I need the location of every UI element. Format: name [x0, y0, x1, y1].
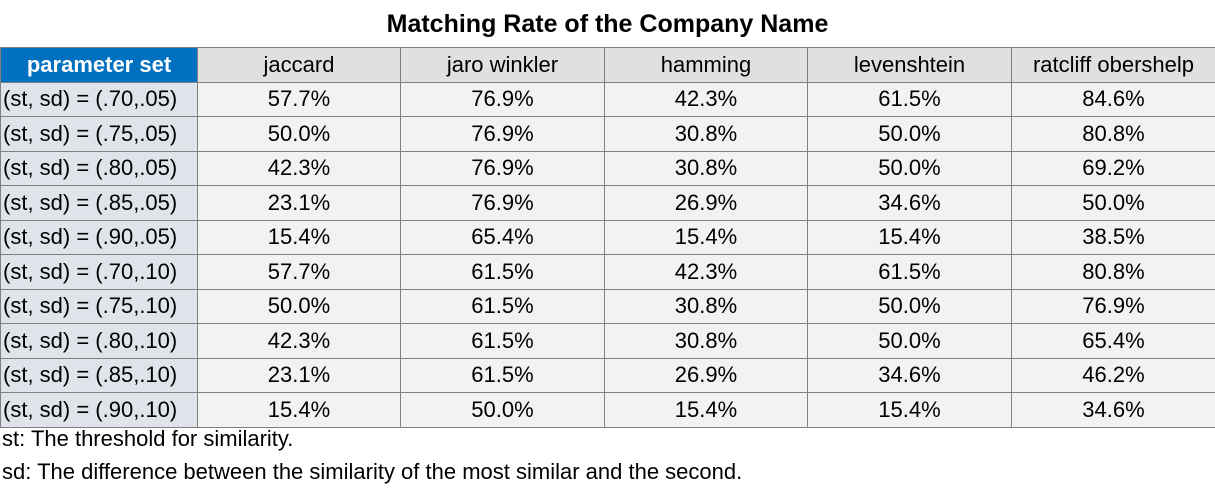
table-cell: 65.4%	[400, 219, 605, 255]
table-cell: 61.5%	[400, 357, 605, 393]
table-cell: 42.3%	[197, 150, 401, 186]
table-cell: 76.9%	[400, 116, 605, 152]
table-cell: 76.9%	[400, 81, 605, 117]
table-cell: 23.1%	[197, 357, 401, 393]
row-label: (st, sd) = (.75,.10)	[0, 288, 198, 324]
row-label: (st, sd) = (.70,.05)	[0, 81, 198, 117]
table-cell: 80.8%	[1011, 116, 1215, 152]
column-header-ratcliff-obershelp: ratcliff obershelp	[1011, 47, 1215, 83]
table-cell: 65.4%	[1011, 323, 1215, 359]
table-row: (st, sd) = (.70,.10) 57.7% 61.5% 42.3% 61.5%…	[0, 254, 1215, 290]
table-cell: 50.0%	[197, 116, 401, 152]
table-cell: 15.4%	[807, 219, 1012, 255]
table-cell: 57.7%	[197, 81, 401, 117]
table-body: (st, sd) = (.70,.05) 57.7% 76.9% 42.3% 61.5%…	[0, 81, 1215, 428]
table-cell: 50.0%	[197, 288, 401, 324]
table-row: (st, sd) = (.70,.05) 57.7% 76.9% 42.3% 61.5%…	[0, 81, 1215, 117]
table-cell: 34.6%	[1011, 392, 1215, 428]
table-row: (st, sd) = (.90,.10) 15.4% 50.0% 15.4% 15.4%…	[0, 392, 1215, 428]
table-row: (st, sd) = (.80,.10) 42.3% 61.5% 30.8% 50.0%…	[0, 323, 1215, 359]
table-cell: 42.3%	[604, 254, 808, 290]
table-cell: 42.3%	[197, 323, 401, 359]
table-cell: 50.0%	[807, 323, 1012, 359]
table-row: (st, sd) = (.80,.05) 42.3% 76.9% 30.8% 50.0%…	[0, 150, 1215, 186]
table-cell: 30.8%	[604, 116, 808, 152]
table-cell: 15.4%	[604, 392, 808, 428]
row-label: (st, sd) = (.70,.10)	[0, 254, 198, 290]
table-cell: 15.4%	[604, 219, 808, 255]
row-label: (st, sd) = (.80,.10)	[0, 323, 198, 359]
table-row: (st, sd) = (.85,.10) 23.1% 61.5% 26.9% 34.6%…	[0, 357, 1215, 393]
table-cell: 57.7%	[197, 254, 401, 290]
row-label: (st, sd) = (.90,.10)	[0, 392, 198, 428]
table-cell: 34.6%	[807, 357, 1012, 393]
table-cell: 30.8%	[604, 288, 808, 324]
table-cell: 15.4%	[197, 219, 401, 255]
column-header-levenshtein: levenshtein	[807, 47, 1012, 83]
column-header-hamming: hamming	[604, 47, 808, 83]
header-row: parameter set jaccard jaro winkler hammi…	[0, 47, 1215, 83]
table-cell: 61.5%	[807, 81, 1012, 117]
footnote-st: st: The threshold for similarity.	[2, 426, 294, 451]
table-cell: 26.9%	[604, 185, 808, 221]
table-cell: 50.0%	[400, 392, 605, 428]
table-row: (st, sd) = (.90,.05) 15.4% 65.4% 15.4% 15.4%…	[0, 219, 1215, 255]
table-cell: 46.2%	[1011, 357, 1215, 393]
table-cell: 61.5%	[807, 254, 1012, 290]
table-cell: 76.9%	[400, 150, 605, 186]
table-cell: 23.1%	[197, 185, 401, 221]
column-header-jaro-winkler: jaro winkler	[400, 47, 605, 83]
table-cell: 26.9%	[604, 357, 808, 393]
table-cell: 76.9%	[400, 185, 605, 221]
table-row: (st, sd) = (.85,.05) 23.1% 76.9% 26.9% 34.6%…	[0, 185, 1215, 221]
column-header-jaccard: jaccard	[197, 47, 401, 83]
table-cell: 84.6%	[1011, 81, 1215, 117]
table-row: (st, sd) = (.75,.05) 50.0% 76.9% 30.8% 50.0%…	[0, 116, 1215, 152]
table-cell: 34.6%	[807, 185, 1012, 221]
table-cell: 50.0%	[807, 116, 1012, 152]
table-cell: 50.0%	[807, 288, 1012, 324]
row-label: (st, sd) = (.85,.10)	[0, 357, 198, 393]
row-label: (st, sd) = (.75,.05)	[0, 116, 198, 152]
table-row: (st, sd) = (.75,.10) 50.0% 61.5% 30.8% 50.0%…	[0, 288, 1215, 324]
table-cell: 80.8%	[1011, 254, 1215, 290]
table-cell: 30.8%	[604, 150, 808, 186]
table-cell: 61.5%	[400, 323, 605, 359]
table-cell: 69.2%	[1011, 150, 1215, 186]
matching-rate-table: parameter set jaccard jaro winkler hammi…	[0, 47, 1215, 428]
table-cell: 50.0%	[1011, 185, 1215, 221]
table-cell: 61.5%	[400, 288, 605, 324]
table-cell: 50.0%	[807, 150, 1012, 186]
table-cell: 15.4%	[807, 392, 1012, 428]
row-label: (st, sd) = (.90,.05)	[0, 219, 198, 255]
table-cell: 42.3%	[604, 81, 808, 117]
table-cell: 30.8%	[604, 323, 808, 359]
column-header-parameter-set: parameter set	[0, 47, 198, 83]
table-title: Matching Rate of the Company Name	[386, 10, 829, 38]
table-cell: 15.4%	[197, 392, 401, 428]
footnote-sd: sd: The difference between the similarit…	[2, 459, 743, 484]
row-label: (st, sd) = (.85,.05)	[0, 185, 198, 221]
table-cell: 38.5%	[1011, 219, 1215, 255]
row-label: (st, sd) = (.80,.05)	[0, 150, 198, 186]
table-cell: 76.9%	[1011, 288, 1215, 324]
table-cell: 61.5%	[400, 254, 605, 290]
